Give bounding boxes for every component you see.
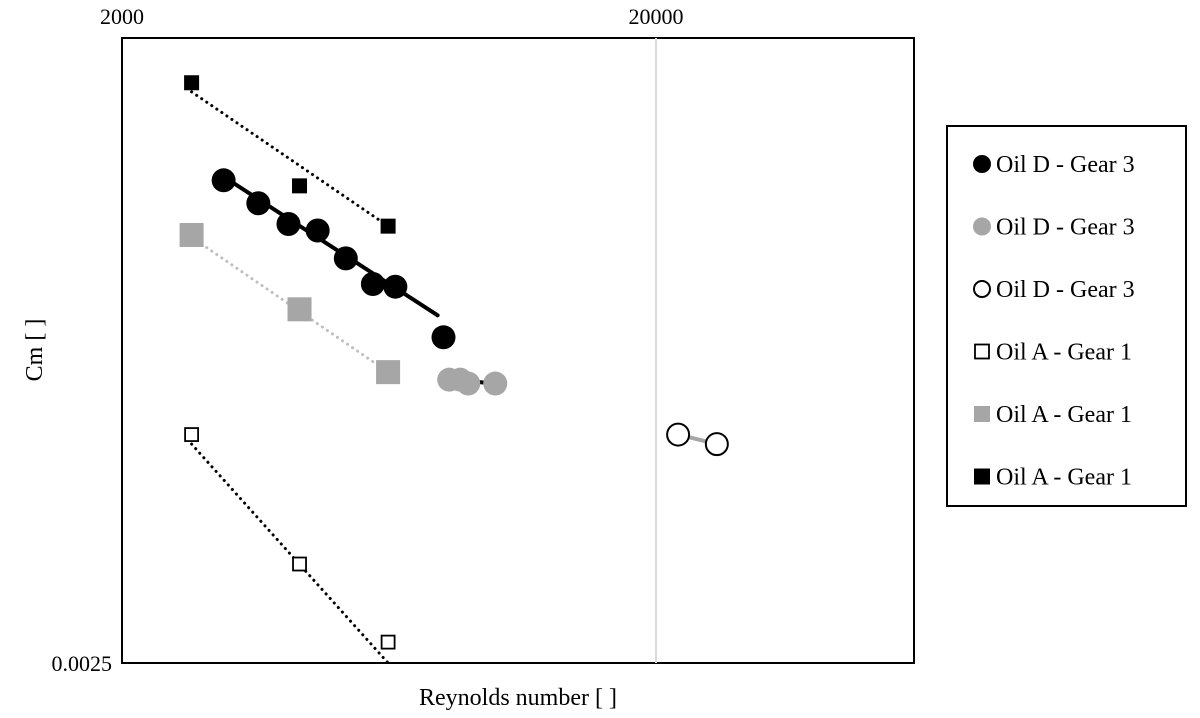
data-point <box>292 556 307 572</box>
data-point <box>333 246 358 271</box>
legend-item: Oil D - Gear 3 <box>973 215 1135 241</box>
legend-item: Oil A - Gear 1 <box>974 465 1132 491</box>
x-tick-label: 20000 <box>629 4 684 29</box>
plot-area <box>121 37 915 665</box>
legend-item: Oil D - Gear 3 <box>973 277 1135 303</box>
data-point <box>276 211 301 236</box>
legend-label: Oil A - Gear 1 <box>996 465 1132 491</box>
data-point <box>179 222 204 247</box>
y-axis-label: Cm [ ] <box>22 319 48 382</box>
data-point <box>287 297 312 322</box>
legend-item: Oil A - Gear 1 <box>974 402 1132 428</box>
data-point <box>184 427 199 442</box>
data-point <box>383 274 408 299</box>
x-axis-label: Reynolds number [ ] <box>419 685 617 711</box>
data-point <box>704 432 729 457</box>
data-point <box>431 325 456 350</box>
data-point <box>456 371 481 396</box>
trendline <box>190 442 390 665</box>
legend-label: Oil D - Gear 3 <box>996 215 1135 241</box>
markers <box>179 75 729 650</box>
data-point <box>376 360 401 385</box>
x-tick-label: 2000 <box>100 4 144 29</box>
data-point <box>973 217 991 236</box>
legend-label: Oil A - Gear 1 <box>996 402 1132 428</box>
data-point <box>483 371 508 396</box>
data-point <box>246 191 271 216</box>
data-point <box>211 168 236 193</box>
data-point <box>360 272 385 297</box>
data-point <box>292 178 308 194</box>
data-point <box>974 343 990 360</box>
data-point <box>380 218 396 234</box>
data-point <box>184 75 200 91</box>
data-point <box>305 218 330 243</box>
data-point <box>973 280 991 298</box>
data-point <box>666 422 691 447</box>
legend-items: Oil D - Gear 3 Oil D - Gear 3 Oil D - Gear… <box>973 152 1135 491</box>
legend-item: Oil D - Gear 3 <box>973 152 1135 178</box>
plot-frame <box>121 37 915 664</box>
legend: Oil D - Gear 3 Oil D - Gear 3 Oil D - Gear… <box>946 125 1187 507</box>
legend-label: Oil D - Gear 3 <box>996 152 1135 178</box>
legend-item: Oil A - Gear 1 <box>974 340 1132 366</box>
data-point <box>974 468 990 485</box>
data-point <box>973 155 991 173</box>
data-point <box>380 634 396 650</box>
legend-box <box>946 125 1187 507</box>
data-point <box>974 406 990 422</box>
legend-label: Oil A - Gear 1 <box>996 340 1132 366</box>
legend-label: Oil D - Gear 3 <box>996 277 1135 303</box>
axis-ticks: 2000 20000 0.0025 <box>52 4 684 676</box>
y-tick-label: 0.0025 <box>52 651 113 676</box>
